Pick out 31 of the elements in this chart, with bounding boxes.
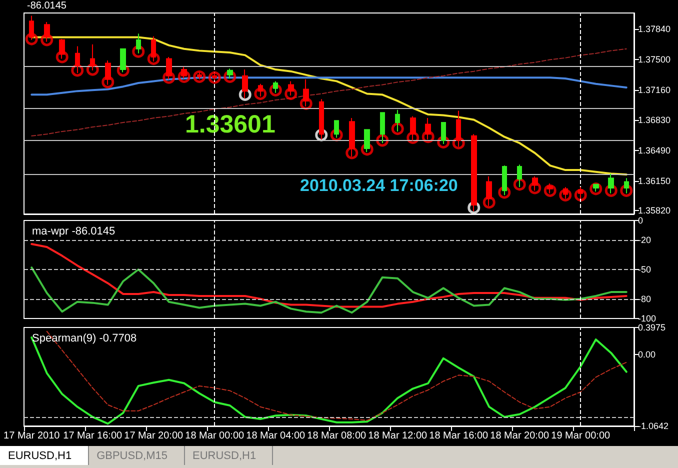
- x-tick-label: 19 Mar 00:00: [551, 430, 611, 442]
- y-tick-label: 1.35820: [638, 205, 671, 216]
- y-tick-label: 1.36490: [638, 145, 671, 156]
- x-tick-label: 17 Mar 2010: [4, 430, 60, 442]
- text: -86.0145: [27, 0, 67, 12]
- y-tick-label: 1.36830: [638, 114, 671, 125]
- y-tick-label: -1.0642: [638, 421, 669, 431]
- y-tick-label: 1.36150: [638, 176, 671, 186]
- annotation: 2010.03.24 17:06:20: [300, 176, 458, 195]
- x-tick-label: 17 Mar 16:00: [63, 430, 123, 442]
- text: GBPUSD,M15: [88, 446, 184, 465]
- x-tick-label: 18 Mar 20:00: [490, 430, 550, 442]
- x-tick-label: 18 Mar 12:00: [368, 430, 428, 442]
- x-tick-label: 18 Mar 08:00: [307, 430, 367, 442]
- annotation: 1.33601: [185, 110, 276, 138]
- x-tick-label: 17 Mar 20:00: [124, 430, 184, 442]
- y-tick-label: -50: [638, 264, 652, 274]
- x-tick-label: 18 Mar 16:00: [429, 430, 489, 442]
- x-tick-label: 18 Mar 04:00: [246, 430, 306, 442]
- x-tick-label: 18 Mar 00:00: [185, 430, 245, 442]
- y-tick-label: 0.3975: [638, 322, 666, 332]
- y-tick-label: -80: [638, 294, 652, 304]
- y-tick-label: -20: [638, 235, 652, 246]
- y-tick-label: 0.00: [638, 349, 656, 360]
- chart-title: ma-wpr -86.0145: [32, 226, 116, 238]
- y-tick-label: 1.37160: [638, 85, 671, 96]
- text: EURUSD,H1: [184, 446, 274, 465]
- text: EURUSD,H1: [0, 446, 89, 465]
- y-tick-label: -100: [638, 314, 656, 324]
- y-tick-label: 1.37840: [638, 24, 671, 34]
- y-tick-label: 1.37500: [638, 54, 671, 65]
